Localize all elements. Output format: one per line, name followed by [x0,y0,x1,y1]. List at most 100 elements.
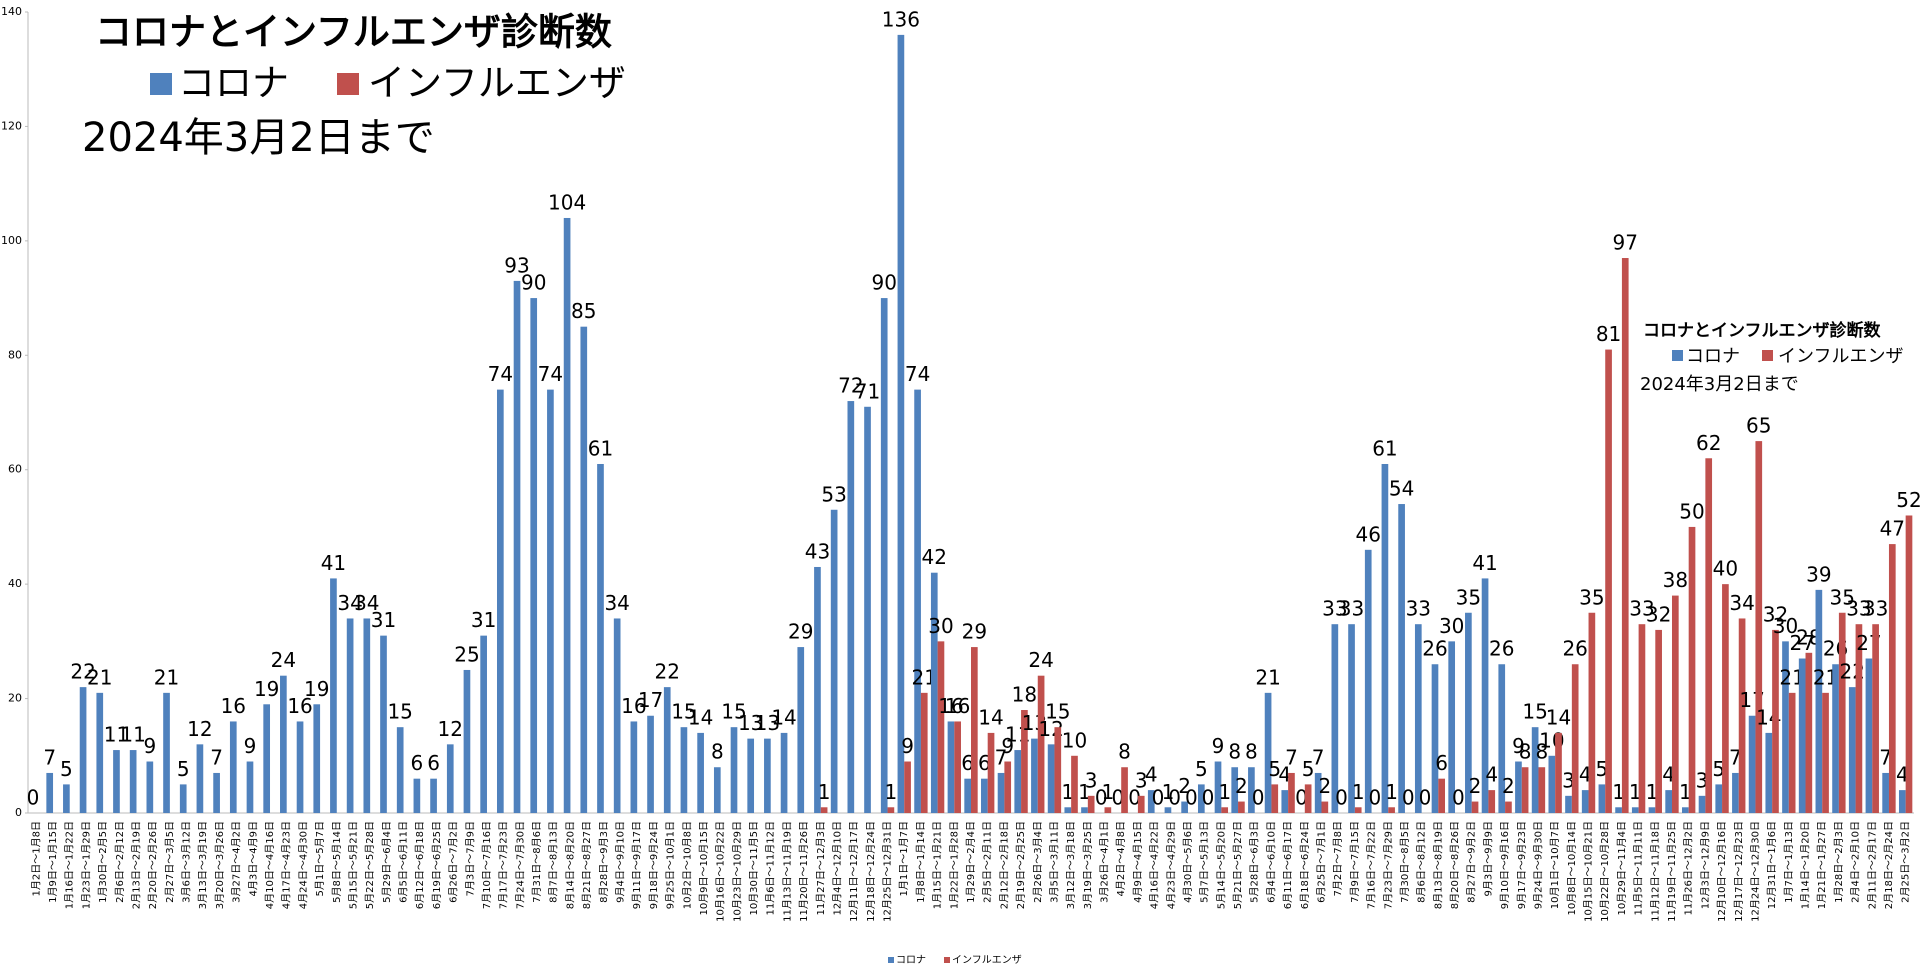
bar [1321,801,1329,813]
x-tick-label: 3月27日～4月2日 [231,821,243,903]
x-tick-label: 1月2日～1月8日 [30,821,42,896]
value-label: 19 [304,677,329,701]
bar [1221,807,1229,813]
value-label: 81 [1596,322,1621,346]
x-tick-label: 10月8日～10月14日 [1566,821,1578,916]
value-label: 14 [978,705,1003,729]
y-tick-label: 140 [1,5,22,18]
value-label: 30 [1773,614,1798,638]
y-tick-label: 120 [1,119,22,132]
x-tick-label: 8月27日～9月2日 [1466,821,1478,903]
bar [1798,658,1806,813]
value-label: 1 [885,780,898,804]
x-tick-label: 2月25日～3月2日 [1900,821,1912,903]
value-label: 47 [1880,517,1905,541]
x-tick-label: 4月24日～4月30日 [297,821,309,909]
x-tick-label: 7月23日～7月29日 [1382,821,1394,909]
bar [1848,687,1856,813]
x-tick-label: 6月5日～6月11日 [398,821,410,903]
x-tick-label: 8月21日～8月27日 [581,821,593,909]
x-tick-label: 12月10日～12月16日 [1716,821,1728,922]
x-tick-label: 2月12日～2月18日 [998,821,1010,909]
value-label: 7 [995,745,1008,769]
x-tick-label: 8月14日～8月20日 [564,821,576,909]
x-tick-label: 5月8日～5月14日 [331,821,343,903]
value-label: 5 [1302,757,1315,781]
bar [1054,727,1062,813]
bar [1722,584,1729,813]
value-label: 85 [571,299,596,323]
x-tick-label: 8月13日～8月19日 [1432,821,1444,909]
x-tick-label: 11月20日～11月26日 [798,821,810,922]
x-tick-label: 1月30日～2月5日 [97,821,109,903]
bar [847,401,855,813]
value-label: 33 [1863,597,1888,621]
value-label: 54 [1389,477,1414,501]
bar [1004,761,1012,813]
bar [1882,772,1889,813]
x-tick-label: 4月10日～4月16日 [264,821,276,909]
value-label: 1 [1629,780,1642,804]
value-label: 12 [187,717,212,741]
bar [1037,675,1045,813]
x-tick-label: 10月9日～10月15日 [698,821,710,916]
value-label: 0 [1369,786,1382,810]
value-label: 6 [1435,751,1448,775]
bar [280,675,287,813]
legend-swatch [1762,350,1773,361]
bar [1121,767,1128,813]
value-label: 26 [1562,637,1587,661]
bar [79,687,87,813]
value-label: 1 [1679,780,1692,804]
bar [1905,515,1913,813]
bar [1788,692,1796,813]
value-label: 97 [1613,231,1638,255]
bar [1888,544,1896,813]
x-tick-label: 1月21日～1月27日 [1816,821,1828,909]
value-label: 34 [354,591,379,615]
x-tick-label: 2月20日～2月26日 [147,821,159,909]
value-label: 3 [1562,768,1575,792]
value-label: 5 [60,757,73,781]
bar [887,807,895,813]
value-label: 1 [1218,780,1231,804]
bar [1531,727,1539,813]
value-label: 4 [1896,763,1909,787]
x-tick-label: 6月12日～6月18日 [414,821,426,909]
bar [1838,612,1846,813]
x-tick-label: 1月16日～1月22日 [64,821,76,909]
bar [1381,463,1389,813]
x-tick-label: 10月22日～10月28日 [1599,821,1611,922]
value-label: 9 [244,734,257,758]
x-tick-label: 5月15日～5月21日 [347,821,359,909]
value-label: 6 [978,751,991,775]
bar [1238,801,1245,813]
x-tick-label: 1月9日～1月15日 [47,821,59,903]
value-label: 2 [1318,774,1331,798]
bar [1081,807,1088,813]
value-label: 16 [938,694,963,718]
value-label: 21 [154,665,179,689]
value-label: 6 [961,751,974,775]
value-label: 3 [1085,768,1098,792]
value-label: 5 [177,757,190,781]
bar [196,744,204,813]
bar [1471,801,1479,813]
value-label: 1 [1162,780,1175,804]
x-tick-label: 3月13日～3月19日 [197,821,209,909]
value-label: 46 [1356,522,1381,546]
x-tick-label: 3月26日～4月1日 [1099,821,1111,903]
bar [1665,790,1672,813]
x-tick-label: 2月18日～2月24日 [1883,821,1895,909]
value-label: 40 [1713,557,1738,581]
x-tick-label: 7月30日～8月5日 [1399,821,1411,903]
legend-label: コロナ [178,62,289,105]
value-label: 30 [928,614,953,638]
x-tick-label: 2月13日～2月19日 [130,821,142,909]
x-tick-label: 6月26日～7月2日 [448,821,460,903]
bar [920,692,928,813]
bar [697,732,704,813]
value-label: 74 [488,362,513,386]
value-label: 0 [1152,786,1165,810]
inset-legend-label: コロナ [1686,346,1740,367]
